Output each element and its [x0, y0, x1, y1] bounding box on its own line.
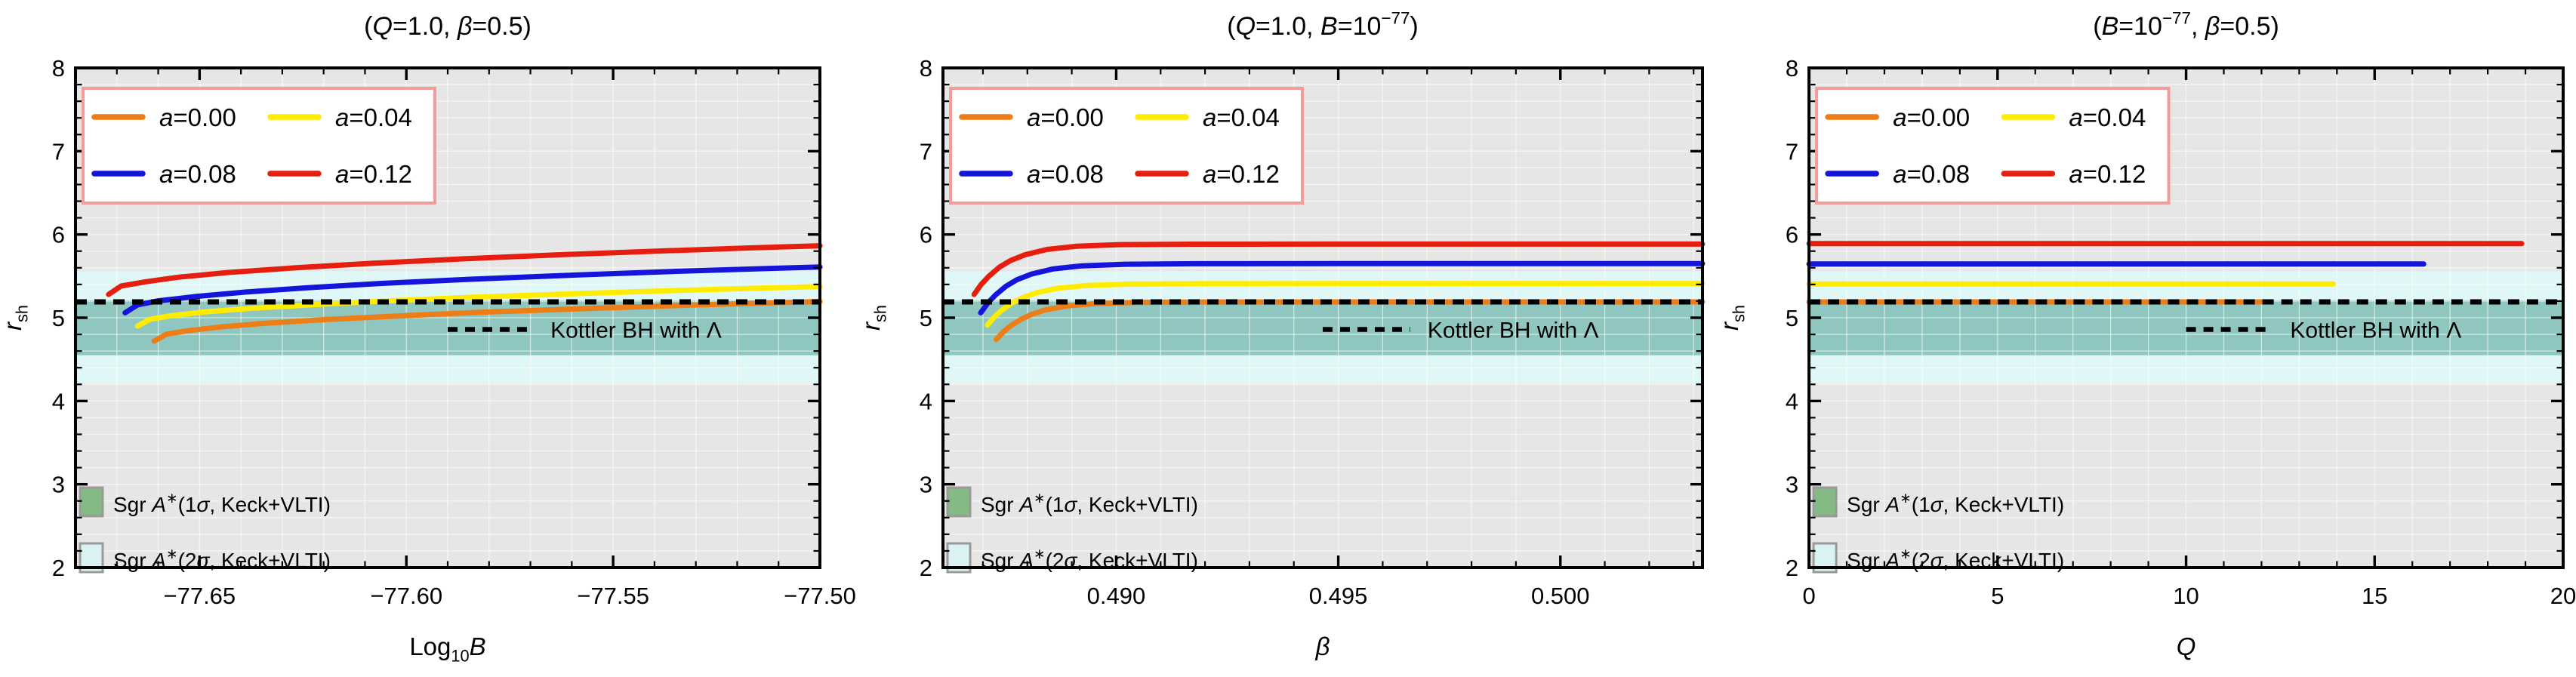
curve-legend-box: [949, 87, 1304, 205]
curve-a12: [106, 243, 823, 297]
kottler-legend-label: Kottler BH with Λ: [550, 318, 722, 343]
chart-panel-beta: Sgr A∗(1σ, Keck+VLTI)Sgr A∗(2σ, Keck+VLT…: [858, 9, 1706, 660]
legend-label-a8: a=0.08: [1893, 160, 1970, 188]
x-tick-label: 0: [1802, 583, 1815, 609]
grid-lines: [943, 67, 1702, 568]
x-tick-label: 0.500: [1531, 583, 1590, 609]
chart-panel-logB: Sgr A∗(1σ, Keck+VLTI)Sgr A∗(2σ, Keck+VLT…: [0, 12, 856, 666]
y-tick-label: 4: [1786, 388, 1798, 414]
legend-label-a12: a=0.12: [1203, 160, 1280, 188]
x-tick-label: 0.495: [1309, 583, 1368, 609]
curve-a0: [151, 299, 823, 344]
y-tick-label: 2: [1786, 555, 1798, 581]
sgr-1sigma-swatch: [79, 486, 104, 518]
x-axis-label: Q: [2177, 632, 2196, 660]
legend-label-a12: a=0.12: [2069, 160, 2146, 188]
panel-logB: Sgr A∗(1σ, Keck+VLTI) Sgr A∗(2σ, Keck+VLT…: [0, 0, 858, 677]
panel-title: (Q=1.0, β=0.5): [364, 12, 532, 41]
y-tick-label: 5: [920, 305, 932, 331]
x-tick-label: 0.490: [1087, 583, 1146, 609]
y-tick-label: 4: [52, 388, 65, 414]
sgr-1sigma-swatch: [1812, 486, 1838, 518]
y-tick-label: 2: [52, 555, 65, 581]
curve-a12: [971, 241, 1706, 297]
x-tick-label: 15: [2362, 583, 2387, 609]
y-axis-label: rsh: [1717, 305, 1749, 331]
curve-a4: [984, 281, 1706, 328]
legend-label-a0: a=0.00: [159, 103, 236, 131]
panel-title: (Q=1.0, B=10−77): [1227, 9, 1418, 41]
y-tick-label: 8: [1786, 55, 1798, 82]
x-tick-label: −77.65: [163, 583, 236, 609]
chart-panel-Q: Sgr A∗(1σ, Keck+VLTI)Sgr A∗(2σ, Keck+VLT…: [1717, 9, 2576, 660]
y-tick-label: 3: [920, 472, 932, 498]
legend-label-a4: a=0.04: [335, 103, 412, 131]
legend-label-a0: a=0.00: [1027, 103, 1104, 131]
curve-a4: [134, 284, 823, 329]
y-tick-label: 2: [920, 555, 932, 581]
y-axis-label: rsh: [858, 305, 890, 331]
y-tick-label: 6: [1786, 222, 1798, 248]
y-tick-label: 8: [920, 55, 932, 82]
y-tick-label: 4: [920, 388, 932, 414]
y-tick-label: 7: [52, 138, 65, 165]
legend-label-a0: a=0.00: [1893, 103, 1970, 131]
x-axis-label: β: [1315, 632, 1330, 660]
x-tick-label: −77.60: [370, 583, 442, 609]
y-tick-label: 3: [1786, 472, 1798, 498]
y-tick-label: 5: [1786, 305, 1798, 331]
y-tick-label: 6: [52, 222, 65, 248]
legend-label-a4: a=0.04: [2069, 103, 2146, 131]
sgr-1sigma-label: Sgr A∗(1σ, Keck+VLTI): [981, 490, 1198, 516]
legend-label-a4: a=0.04: [1203, 103, 1280, 131]
legend-label-a12: a=0.12: [335, 160, 412, 188]
sgr-1sigma-label: Sgr A∗(1σ, Keck+VLTI): [113, 490, 331, 516]
curve-legend: a=0.00 a=0.04 a=0.08 a=0.12: [949, 87, 1304, 205]
axis-ticks: [943, 66, 1702, 569]
curve-legend: a=0.00 a=0.04 a=0.08 a=0.12: [1815, 87, 2171, 205]
panel-title: (B=10−77, β=0.5): [2093, 9, 2279, 41]
y-tick-label: 7: [1786, 138, 1798, 165]
y-axis-label: rsh: [0, 305, 32, 331]
x-tick-label: 10: [2173, 583, 2199, 609]
y-tick-label: 5: [52, 305, 65, 331]
x-tick-label: −77.55: [577, 583, 649, 609]
sgr-1sigma-swatch: [946, 486, 972, 518]
curve-legend-box: [1815, 87, 2171, 205]
y-tick-label: 3: [52, 472, 65, 498]
sgr-band-legend: Sgr A∗(1σ, Keck+VLTI)Sgr A∗(2σ, Keck+VLT…: [1812, 486, 2064, 574]
kottler-legend-label: Kottler BH with Λ: [2290, 318, 2461, 343]
y-tick-label: 7: [920, 138, 932, 165]
x-tick-label: 5: [1991, 583, 2004, 609]
legend-label-a8: a=0.08: [1027, 160, 1104, 188]
curve-legend-box: [82, 87, 436, 205]
panel-beta: Sgr A∗(1σ, Keck+VLTI) Sgr A∗(2σ, Keck+VLT…: [858, 0, 1717, 677]
curve-legend: a=0.00 a=0.04 a=0.08 a=0.12: [82, 87, 436, 205]
x-axis-label: Log10B: [409, 632, 485, 666]
legend-label-a8: a=0.08: [159, 160, 236, 188]
sgr-1sigma-label: Sgr A∗(1σ, Keck+VLTI): [1847, 490, 2064, 516]
axis-ticks: [1807, 66, 2565, 569]
y-tick-label: 8: [52, 55, 65, 82]
curve-a8: [978, 260, 1706, 315]
panel-Q: Sgr A∗(1σ, Keck+VLTI) Sgr A∗(2σ, Keck+VLT…: [1717, 0, 2576, 677]
x-tick-label: 20: [2550, 583, 2576, 609]
x-tick-label: −77.50: [784, 583, 856, 609]
kottler-legend-label: Kottler BH with Λ: [1428, 318, 1599, 343]
y-tick-label: 6: [920, 222, 932, 248]
